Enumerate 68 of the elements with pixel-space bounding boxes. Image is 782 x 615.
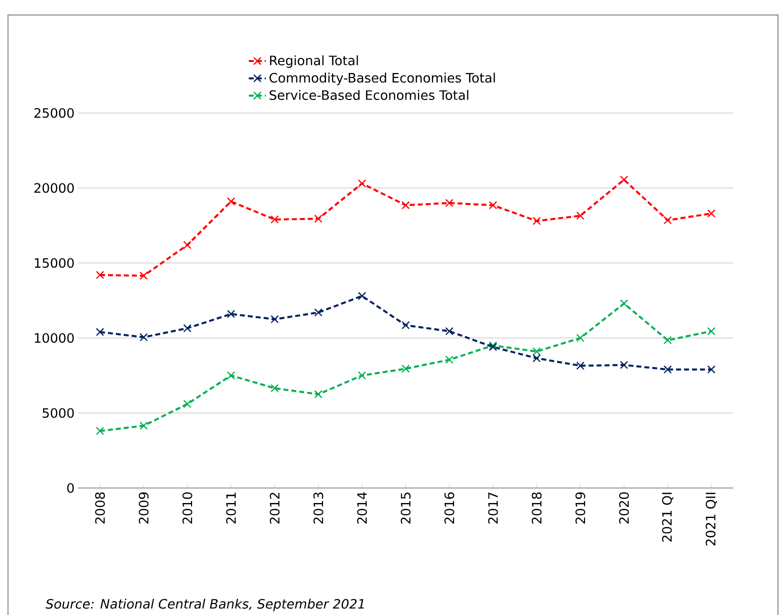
y-tick-label: 5000	[42, 408, 74, 418]
point	[402, 364, 410, 373]
point	[664, 216, 672, 224]
point	[532, 347, 541, 356]
x-tick-label: 2011	[226, 492, 236, 524]
point	[226, 371, 236, 380]
point	[96, 270, 104, 280]
source-note: Source: National Central Banks, September 2021	[46, 598, 364, 612]
point	[707, 209, 716, 218]
point	[270, 384, 279, 392]
y-tick-label: 10000	[34, 333, 74, 343]
point	[445, 327, 454, 336]
y-tick-label: 0	[67, 483, 74, 493]
point	[183, 400, 192, 408]
point	[620, 299, 628, 308]
point	[532, 354, 541, 362]
point	[707, 327, 716, 336]
point	[402, 321, 410, 330]
point	[620, 176, 628, 184]
point	[270, 315, 279, 324]
x-tick-label: 2020	[619, 492, 629, 524]
x-tick-label: 2012	[270, 492, 280, 524]
point	[183, 240, 192, 250]
point	[488, 201, 498, 210]
x-tick-label: 2021 QII	[706, 492, 717, 546]
x-tick-label: 2019	[575, 492, 586, 524]
point	[402, 201, 410, 210]
point	[314, 390, 322, 398]
point	[270, 215, 279, 224]
x-tick-label: 2021 QI	[662, 492, 674, 542]
point	[140, 422, 148, 430]
x-tick-label: 2016	[444, 492, 454, 524]
x-tick-label: 2009	[138, 492, 149, 524]
point	[576, 334, 584, 342]
point	[445, 356, 454, 364]
point	[576, 362, 584, 370]
point	[183, 324, 192, 332]
point	[314, 214, 322, 223]
x-tick-label: 2015	[400, 492, 411, 524]
point	[96, 426, 104, 436]
point	[358, 292, 366, 300]
legend-label: Service-Based Economies Total	[270, 90, 468, 100]
x-tick-label: 2018	[532, 492, 542, 524]
point	[314, 308, 322, 317]
point	[358, 179, 366, 188]
point	[707, 365, 716, 374]
x-tick-label: 2008	[95, 492, 105, 524]
x-tick-label: 2017	[488, 492, 498, 524]
point	[576, 212, 584, 220]
point	[226, 197, 236, 206]
point	[140, 333, 148, 342]
point	[664, 365, 672, 374]
legend-label: Commodity-Based Economies Total	[270, 72, 495, 86]
x-tick-label: 2010	[182, 492, 192, 524]
y-tick-label: 25000	[34, 108, 74, 118]
point	[620, 360, 628, 370]
point	[664, 336, 672, 344]
point	[226, 310, 236, 318]
point	[358, 371, 366, 380]
y-tick-label: 20000	[34, 183, 74, 193]
point	[96, 328, 104, 336]
point	[140, 272, 148, 280]
y-tick-label: 15000	[34, 258, 74, 268]
point	[532, 216, 541, 226]
x-tick-label: 2013	[313, 492, 324, 524]
point	[445, 198, 454, 208]
legend-label: Regional Total	[270, 55, 358, 68]
x-tick-label: 2014	[357, 492, 367, 524]
